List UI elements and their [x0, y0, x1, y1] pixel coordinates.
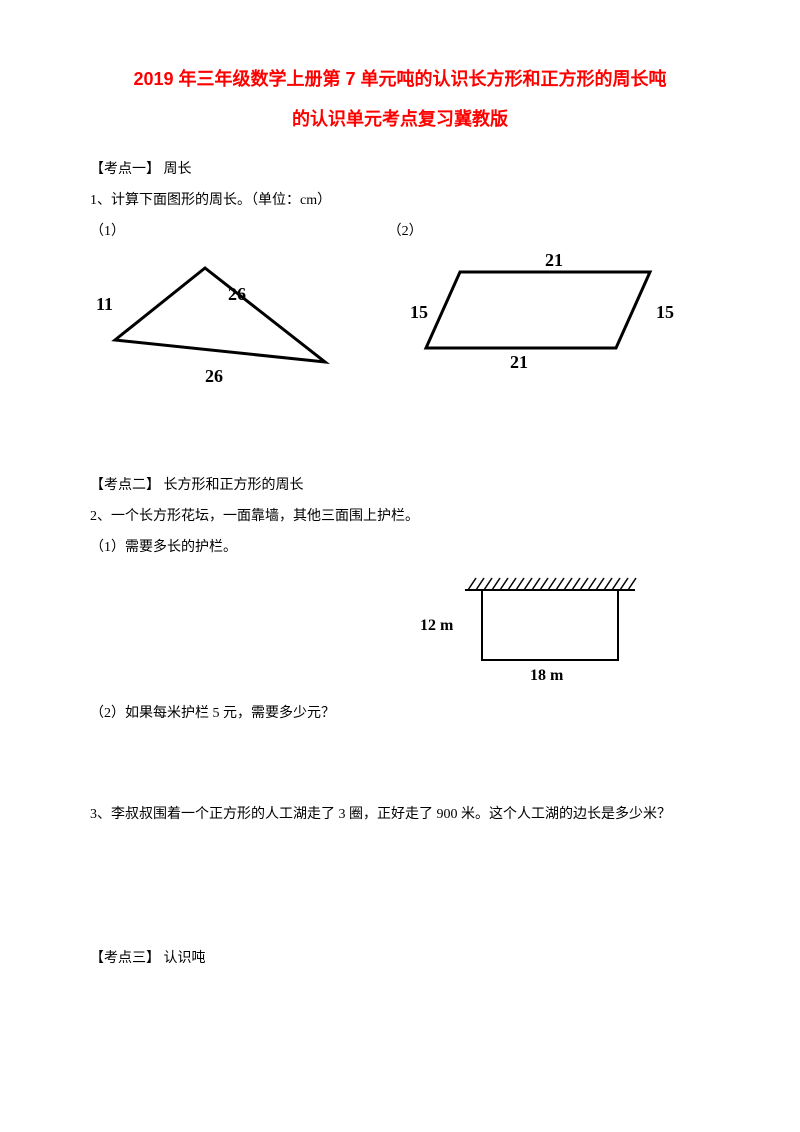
question-2-sub1: （1）需要多长的护栏。: [90, 535, 710, 560]
svg-text:15: 15: [410, 302, 428, 322]
keypoint-3-heading: 【考点三】 认识吨: [90, 946, 710, 971]
question-1-subs: （1） （2）: [90, 220, 710, 240]
keypoint-1-heading: 【考点一】 周长: [90, 157, 710, 182]
question-1: 1、计算下面图形的周长。（单位：cm）: [90, 188, 710, 213]
figures-row: 11 26 26 21 15 15 21: [90, 250, 710, 385]
svg-text:26: 26: [228, 284, 246, 304]
svg-text:26: 26: [205, 366, 223, 385]
svg-text:12 m: 12 m: [420, 617, 454, 634]
q1-sub2: （2）: [388, 220, 710, 240]
title-line-1: 2019 年三年级数学上册第 7 单元吨的认识长方形和正方形的周长吨: [90, 60, 710, 100]
keypoint-2-heading: 【考点二】 长方形和正方形的周长: [90, 473, 710, 498]
q1-sub1: （1）: [90, 220, 388, 240]
svg-text:15: 15: [656, 302, 674, 322]
question-2: 2、一个长方形花坛，一面靠墙，其他三面围上护栏。: [90, 504, 710, 529]
question-2-sub2: （2）如果每米护栏 5 元，需要多少元？: [90, 701, 710, 726]
svg-text:11: 11: [96, 294, 113, 314]
question-3: 3、李叔叔围着一个正方形的人工湖走了 3 圈，正好走了 900 米。这个人工湖的…: [90, 802, 710, 827]
parallelogram-figure: 21 15 15 21: [388, 250, 710, 375]
wall-rect-figure: 12 m 18 m: [90, 572, 710, 687]
svg-text:21: 21: [545, 250, 563, 270]
title-line-2: 的认识单元考点复习冀教版: [90, 100, 710, 140]
triangle-figure: 11 26 26: [90, 250, 388, 385]
svg-text:18 m: 18 m: [530, 667, 564, 684]
svg-text:21: 21: [510, 352, 528, 372]
